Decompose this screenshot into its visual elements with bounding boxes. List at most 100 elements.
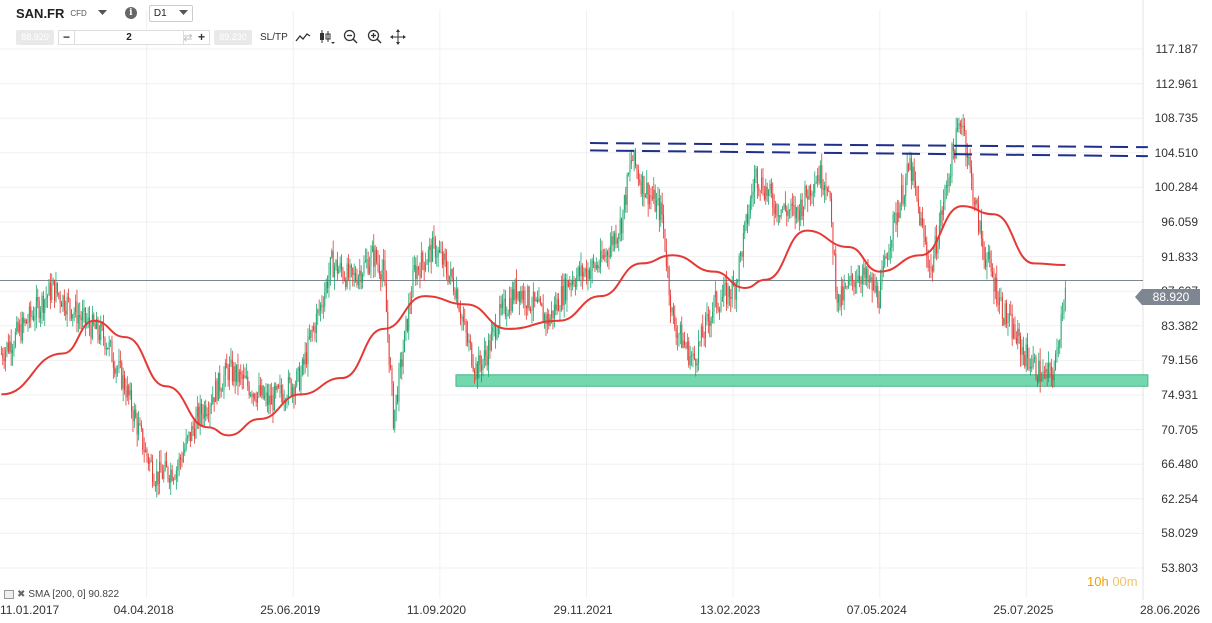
candle-body	[52, 279, 54, 285]
candle-body	[807, 196, 809, 200]
candle-body	[695, 359, 697, 366]
candle-body	[117, 368, 119, 369]
candle-body	[647, 182, 649, 205]
candle-body	[772, 193, 774, 207]
timer-minutes-unit: m	[1126, 574, 1138, 589]
candle-body	[569, 282, 571, 287]
candle-body	[443, 253, 445, 265]
candle-body	[947, 185, 949, 187]
candle-body	[889, 247, 891, 251]
candle-body	[572, 280, 574, 285]
candle-body	[9, 341, 11, 352]
candle-body	[926, 241, 928, 256]
candle-body	[679, 324, 681, 334]
instrument-type-label: CFD	[70, 8, 87, 18]
candle-body	[70, 309, 72, 319]
candle-body	[964, 125, 966, 132]
candle-body	[670, 295, 672, 313]
candle-body	[1056, 348, 1058, 355]
candle-body	[111, 340, 113, 362]
instrument-symbol[interactable]: SAN.FR	[16, 5, 65, 21]
candle-body	[1025, 344, 1027, 367]
support-zone-layer[interactable]	[455, 374, 1149, 387]
candle-body	[702, 326, 704, 338]
candle-body	[630, 160, 632, 164]
candle-body	[290, 379, 292, 396]
candle-body	[93, 314, 95, 324]
timeframe-select[interactable]: D1	[148, 4, 193, 22]
candle-body	[97, 318, 99, 335]
resistance-lines-layer[interactable]	[590, 142, 1148, 158]
candle-body	[723, 285, 725, 297]
x-tick-label: 29.11.2021	[553, 603, 613, 617]
candle-body	[65, 310, 67, 315]
swap-icon[interactable]: ⇄	[183, 31, 193, 44]
quantity-input[interactable]	[74, 30, 184, 44]
candle-body	[335, 260, 337, 267]
candle-body	[836, 291, 838, 303]
candle-body	[405, 318, 407, 332]
candle-body	[353, 273, 355, 275]
candle-body	[614, 233, 616, 245]
candle-body	[986, 259, 988, 267]
candle-body	[875, 285, 877, 293]
info-icon[interactable]: i	[124, 7, 137, 19]
candle-body	[756, 168, 758, 189]
candle-body	[643, 175, 645, 198]
candle-body	[747, 214, 749, 224]
candle-body	[934, 236, 936, 256]
instrument-chevron-down-icon[interactable]	[97, 7, 109, 19]
sltp-button[interactable]: SL/TP	[260, 31, 288, 43]
candle-body	[436, 256, 438, 258]
candle-body	[586, 268, 588, 280]
candle-body	[579, 267, 581, 277]
candle-body	[268, 395, 270, 405]
sell-price-box[interactable]: 88.920	[16, 29, 54, 45]
candle-body	[878, 303, 880, 309]
candle-body	[479, 355, 481, 365]
candle-body	[653, 189, 655, 199]
candle-body	[464, 321, 466, 323]
move-icon[interactable]	[389, 29, 408, 45]
candle-body	[1022, 347, 1024, 355]
candle-body	[318, 309, 320, 311]
increase-quantity-button[interactable]: +	[197, 30, 205, 44]
candle-body	[241, 374, 243, 380]
candle-body	[124, 375, 126, 391]
line-chart-icon[interactable]	[294, 29, 312, 45]
candle-body	[661, 202, 663, 215]
candle-body	[31, 316, 33, 317]
candle-body	[1045, 369, 1047, 373]
candle-body	[581, 265, 583, 277]
candle-body	[80, 317, 82, 321]
candle-body	[691, 355, 693, 357]
candle-body	[916, 186, 918, 199]
candle-body	[943, 202, 945, 215]
buy-price-box[interactable]: 89.230	[214, 29, 252, 45]
candle-body	[391, 368, 393, 384]
sma-200-line	[1, 205, 1066, 437]
candle-body	[38, 300, 40, 319]
indicator-settings-icon[interactable]	[4, 590, 14, 599]
candle-body	[560, 286, 562, 311]
candle-body	[677, 334, 679, 338]
candle-body	[912, 166, 914, 181]
candle-body	[178, 457, 180, 467]
candle-body	[884, 256, 886, 266]
candlestick-icon[interactable]	[318, 29, 336, 45]
remove-indicator-close-icon[interactable]: ✖	[17, 589, 26, 600]
zoom-in-icon[interactable]	[366, 29, 384, 45]
candle-body	[229, 363, 231, 381]
candle-body	[882, 265, 884, 271]
candle-body	[887, 258, 889, 260]
candle-body	[1062, 313, 1064, 315]
candle-body	[321, 304, 323, 307]
candle-body	[681, 324, 683, 348]
candle-body	[327, 281, 329, 289]
decrease-quantity-button[interactable]: −	[62, 30, 70, 44]
candle-body	[0, 353, 2, 355]
candle-body	[262, 385, 264, 399]
candle-body	[472, 365, 474, 371]
zoom-out-icon[interactable]	[342, 29, 360, 45]
